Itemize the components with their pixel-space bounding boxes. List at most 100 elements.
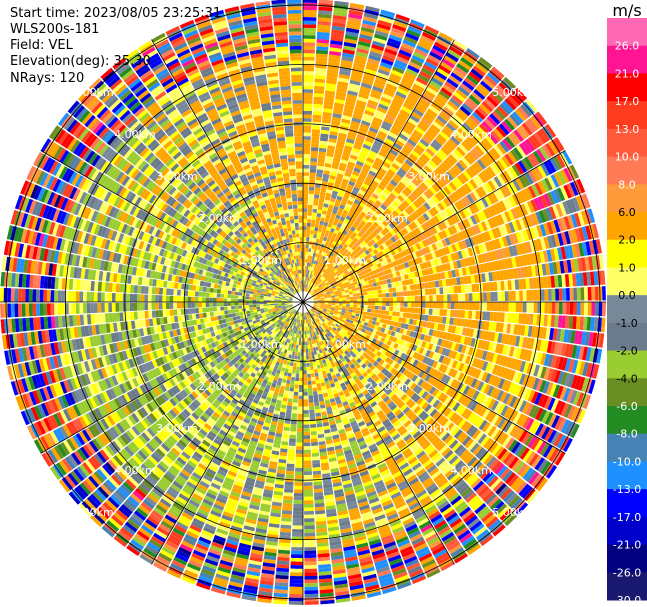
gate	[303, 182, 309, 187]
gate	[385, 310, 390, 316]
gate	[303, 229, 307, 234]
gate	[406, 285, 411, 291]
gate	[323, 236, 328, 242]
gate	[312, 361, 317, 367]
gate	[601, 286, 606, 301]
gate	[346, 93, 358, 100]
gate	[373, 286, 378, 291]
gate	[303, 92, 313, 97]
gate	[341, 197, 348, 203]
gate	[391, 316, 396, 322]
gate	[312, 275, 315, 279]
gate	[425, 302, 430, 308]
gate	[337, 81, 349, 87]
gate	[316, 364, 321, 369]
gate	[323, 199, 330, 205]
gate	[304, 564, 317, 569]
gate	[411, 302, 415, 308]
gate	[311, 139, 320, 145]
gate	[311, 256, 315, 261]
gate	[292, 406, 298, 411]
gate	[397, 52, 411, 61]
gate	[533, 289, 538, 301]
gate	[308, 262, 312, 267]
gate	[288, 445, 296, 450]
gate	[382, 297, 386, 302]
gate	[354, 55, 368, 62]
gate	[432, 295, 437, 302]
gate	[312, 118, 322, 123]
gate	[436, 294, 441, 302]
gate	[323, 101, 334, 106]
gate	[293, 496, 303, 501]
gate	[340, 159, 348, 165]
gate	[555, 288, 560, 301]
gate	[365, 65, 378, 72]
gate	[421, 295, 426, 302]
gate	[486, 302, 491, 311]
gate	[294, 482, 303, 486]
gate	[306, 334, 309, 338]
gate	[306, 370, 311, 375]
gate	[306, 366, 311, 371]
gate	[385, 297, 390, 302]
gate	[381, 93, 393, 101]
gate	[310, 161, 317, 166]
gate	[373, 37, 387, 45]
gate	[304, 543, 316, 548]
gate	[331, 120, 341, 126]
gate	[321, 126, 330, 131]
gate	[522, 290, 527, 301]
gate	[306, 237, 310, 241]
gate	[471, 310, 476, 320]
gate	[454, 293, 459, 302]
gate	[303, 157, 310, 162]
gate	[450, 286, 455, 294]
gate	[303, 13, 317, 18]
gate	[450, 294, 455, 302]
gate	[331, 164, 339, 170]
gate	[442, 309, 448, 317]
gate	[315, 57, 328, 62]
gate	[383, 51, 397, 60]
gate	[289, 586, 303, 591]
gate	[475, 283, 480, 293]
gate	[375, 302, 379, 306]
gate	[335, 143, 345, 149]
gate	[303, 247, 306, 252]
gate	[407, 296, 412, 302]
gate	[309, 362, 314, 367]
gate	[446, 309, 451, 317]
gate	[346, 24, 361, 31]
gate	[303, 446, 311, 450]
gate	[310, 373, 315, 378]
gate	[316, 257, 320, 262]
gate	[304, 575, 318, 580]
gate	[358, 37, 372, 44]
gate	[362, 19, 377, 27]
gate	[322, 173, 330, 179]
gate	[303, 179, 309, 184]
gate	[319, 254, 324, 260]
gate	[304, 593, 319, 598]
gate	[310, 427, 317, 432]
gate	[322, 248, 327, 253]
gate	[303, 45, 316, 50]
gate	[304, 579, 318, 584]
gate	[298, 399, 303, 403]
gate	[347, 161, 356, 168]
gate	[326, 72, 338, 78]
gate	[345, 141, 354, 148]
gate	[338, 129, 348, 135]
gate	[316, 49, 329, 55]
gate	[315, 253, 319, 258]
gate	[395, 286, 400, 292]
gate	[358, 173, 367, 180]
gate	[336, 222, 342, 228]
gate	[307, 373, 311, 378]
gate	[313, 234, 317, 239]
gate	[342, 297, 347, 300]
gate	[305, 345, 308, 349]
gate	[303, 81, 314, 86]
gate	[322, 177, 329, 182]
